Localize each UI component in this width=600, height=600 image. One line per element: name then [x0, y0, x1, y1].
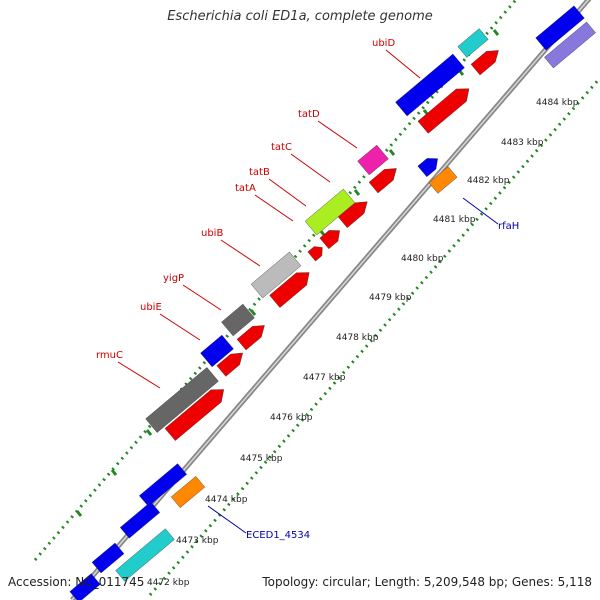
gene-label-rfah: rfaH [498, 221, 519, 232]
gene-rmuC [145, 367, 219, 433]
gene-ubiE [200, 334, 234, 368]
gene-arrow-top [470, 50, 499, 76]
gene-label-tatb: tatB [249, 167, 270, 178]
tick-label: 4480 kbp [401, 254, 444, 264]
gene-rfaH [428, 166, 458, 194]
gene-features [69, 5, 596, 600]
gene-labels: ubiD tatD tatC tatB tatA ubiB yigP ubiE rmuC rfaH… [96, 38, 519, 541]
label-leader [268, 178, 307, 207]
tick-label: 4474 kbp [205, 495, 248, 505]
ruler-tick [249, 309, 257, 316]
gene-blue-rfa [417, 158, 438, 178]
tick-label: 4483 kbp [501, 138, 544, 148]
gene-blue-top-r [535, 5, 585, 51]
tick-label: 4475 kbp [240, 454, 283, 464]
gene-arrow-tatC [337, 201, 368, 228]
kbp-ruler: 4472 kbp 4473 kbp 4474 kbp 4475 kbp 4476 kbp… [33, 0, 600, 596]
label-leader [182, 284, 222, 311]
ruler-tick [110, 469, 118, 476]
gene-ubiB [250, 251, 302, 299]
tick-label: 4482 kbp [467, 176, 510, 186]
tick-label: 4478 kbp [336, 333, 379, 343]
gene-label-tatc: tatC [271, 142, 292, 153]
gene-arrow-ubiE [216, 352, 243, 377]
gene-lavender-top [544, 21, 596, 69]
gene-label-tata: tatA [235, 183, 256, 194]
gene-blue-low3 [91, 542, 125, 574]
gene-blue-low4 [69, 573, 101, 600]
gene-ubiD [395, 53, 465, 117]
genome-title: Escherichia coli ED1a, complete genome [167, 9, 433, 24]
gene-label-ubib: ubiB [201, 228, 223, 239]
gene-arrow-tatB [319, 230, 340, 250]
tick-label: 4477 kbp [303, 373, 346, 383]
tick-label: 4473 kbp [176, 536, 219, 546]
backbone-line [70, 0, 592, 600]
tick-label: 4472 kbp [147, 578, 190, 588]
gene-orange-low [170, 476, 206, 508]
gene-cyan-top [457, 28, 489, 58]
gene-arrow-ubiB [269, 272, 310, 308]
gene-tatD [357, 144, 389, 176]
label-leader [317, 120, 358, 149]
gene-label-yigp: yigP [163, 273, 184, 284]
tick-label: 4484 kbp [536, 98, 579, 108]
gene-blue-low1 [139, 463, 187, 507]
label-leader [462, 197, 499, 225]
gene-arrow-tatD [368, 168, 397, 194]
topology-text: Topology: circular; Length: 5,209,548 bp… [262, 575, 592, 589]
label-leader [290, 153, 331, 183]
accession-text: Accession: NC_011745 [8, 575, 145, 589]
tick-label: 4476 kbp [270, 413, 313, 423]
ruler-tick [75, 510, 83, 517]
gene-cyan-low [115, 528, 175, 582]
label-leader [254, 194, 294, 222]
gene-yigP [221, 303, 255, 337]
backbone-inner [71, 0, 590, 600]
gene-arrow-rmuC [164, 389, 225, 441]
gene-label-ubid: ubiD [372, 38, 395, 49]
gene-label-eced1_4534: ECED1_4534 [246, 530, 310, 541]
ruler-tick [353, 189, 361, 196]
ruler-tick [492, 29, 500, 36]
tick-label: 4479 kbp [369, 293, 412, 303]
gene-arrow-yigP [236, 325, 265, 351]
gene-blue-low2 [119, 501, 161, 539]
ruler-tick [145, 429, 153, 436]
gene-label-ubie: ubiE [140, 302, 162, 313]
gene-arrow-ubiD [417, 88, 470, 134]
gene-label-rmuc: rmuC [96, 350, 123, 361]
label-leader [385, 49, 421, 79]
ruler-tick [388, 149, 396, 156]
gene-arrow-tatA [307, 246, 323, 262]
label-leader [220, 239, 261, 267]
tick-label: 4481 kbp [433, 215, 476, 225]
label-leader [159, 313, 201, 341]
label-leader [117, 361, 161, 389]
gene-label-tatd: tatD [298, 109, 320, 120]
label-leader [207, 505, 247, 534]
